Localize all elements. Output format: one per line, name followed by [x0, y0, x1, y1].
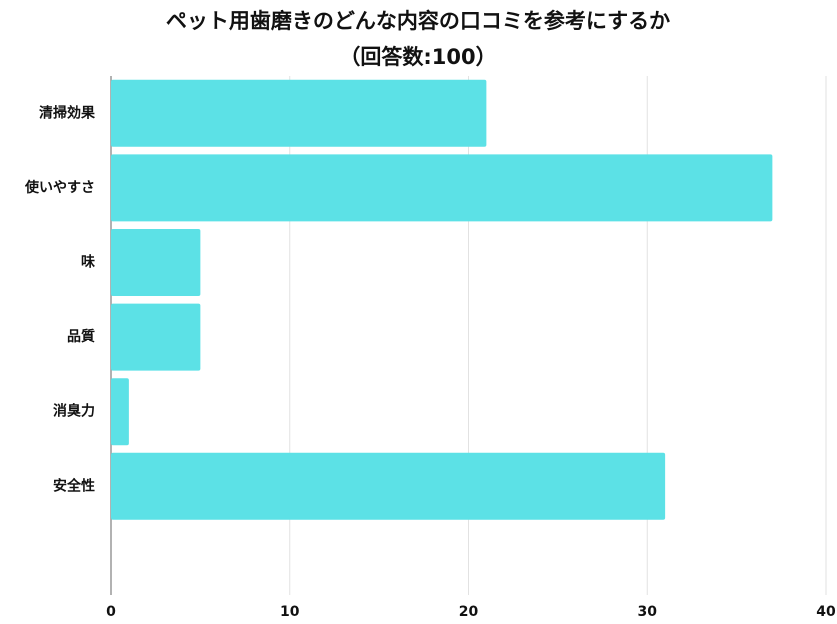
y-tick-label: 品質 [67, 328, 95, 345]
bar [111, 378, 129, 446]
bar [111, 303, 201, 371]
x-tick-label: 10 [280, 604, 300, 620]
bar [111, 79, 487, 147]
chart-subtitle: （回答数:100） [339, 45, 496, 69]
x-tick-label: 0 [106, 604, 116, 620]
y-tick-label: 清掃効果 [39, 104, 96, 121]
y-tick-label: 消臭力 [53, 403, 95, 420]
y-tick-label: 味 [81, 255, 95, 271]
bar [111, 229, 201, 296]
chart-title: ペット用歯磨きのどんな内容の口コミを参考にするか [166, 9, 670, 33]
y-tick-label: 安全性 [53, 477, 95, 494]
bar [111, 154, 773, 222]
y-tick-label: 使いやすさ [24, 179, 95, 196]
x-tick-label: 30 [638, 604, 658, 620]
bar [111, 452, 666, 520]
x-tick-label: 20 [459, 604, 479, 620]
x-tick-label: 40 [816, 604, 836, 620]
